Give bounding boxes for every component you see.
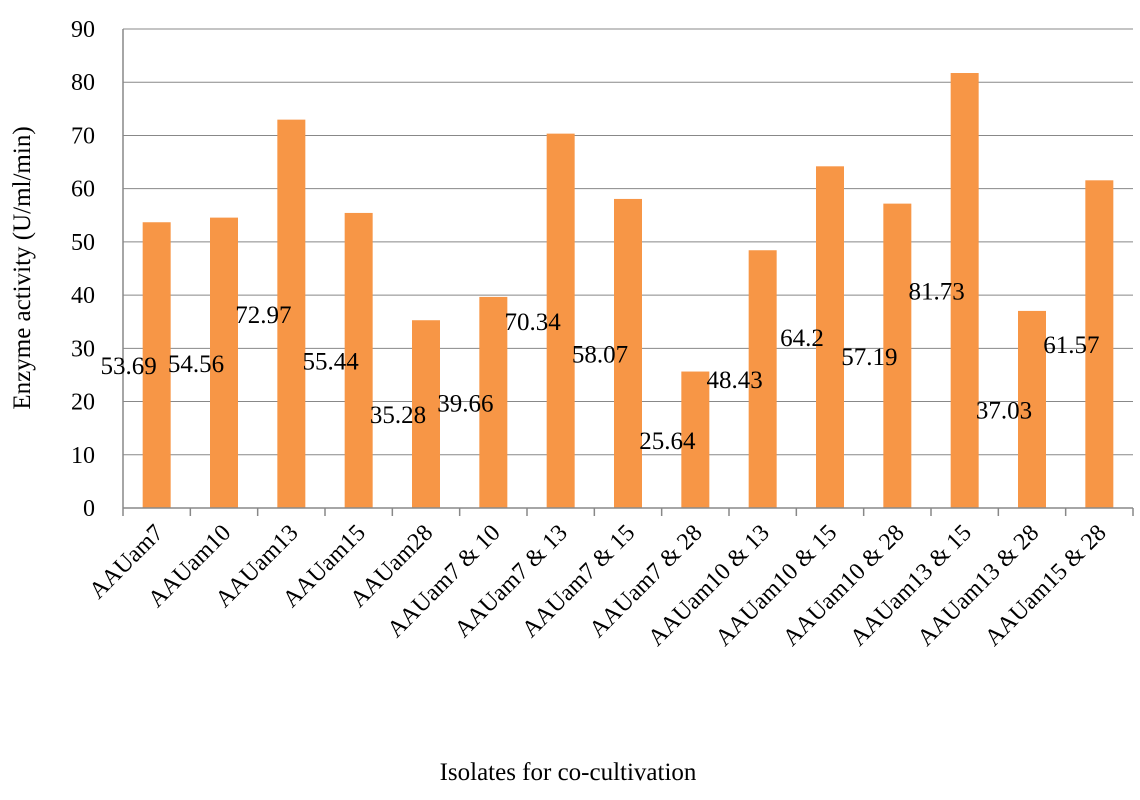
y-tick-label: 30 <box>71 336 95 362</box>
bar <box>277 119 306 508</box>
bar <box>1018 310 1046 508</box>
x-tick-label: AAUam10 & 15 <box>711 520 843 652</box>
data-label: 54.56 <box>168 351 224 378</box>
data-label: 61.57 <box>1043 332 1099 359</box>
y-tick-label: 90 <box>71 17 95 43</box>
bar <box>344 212 373 508</box>
y-tick-label: 60 <box>71 177 95 203</box>
data-label: 55.44 <box>303 348 360 375</box>
bar <box>546 133 575 508</box>
bar <box>479 296 508 508</box>
x-tick-label: AAUam13 & 15 <box>845 520 977 652</box>
y-tick-label: 40 <box>71 283 95 309</box>
data-label: 37.03 <box>976 397 1032 424</box>
data-label: 81.73 <box>909 279 965 306</box>
data-label: 58.07 <box>572 341 628 368</box>
bars <box>142 73 1114 509</box>
data-label: 64.2 <box>780 325 824 352</box>
data-label: 72.97 <box>235 302 291 329</box>
data-label: 53.69 <box>101 353 157 380</box>
bar <box>1085 180 1114 508</box>
y-tick-label: 20 <box>71 390 95 416</box>
data-label: 25.64 <box>639 428 696 455</box>
bar <box>883 203 912 508</box>
data-label: 57.19 <box>841 344 897 371</box>
data-label: 35.28 <box>370 402 426 429</box>
y-tick-label: 10 <box>71 443 95 469</box>
data-label: 39.66 <box>437 390 493 417</box>
y-tick-label: 70 <box>71 123 95 149</box>
data-label: 70.34 <box>505 309 562 336</box>
bar <box>210 217 238 508</box>
bar <box>614 198 642 509</box>
bar <box>142 222 171 509</box>
y-tick-label: 80 <box>71 70 95 96</box>
x-tick-label: AAUam10 & 28 <box>778 520 910 652</box>
bar <box>950 73 979 509</box>
x-axis-title: Isolates for co-cultivation <box>440 759 697 786</box>
axes: 0 10 20 30 40 50 60 70 80 90 <box>71 17 1134 522</box>
x-tick-label: AAUam10 & 13 <box>643 520 775 652</box>
y-axis-title: Enzyme activity (U/ml/min) <box>9 126 36 409</box>
bar <box>681 371 710 508</box>
y-tick-label: 0 <box>83 496 95 522</box>
y-tick-label: 50 <box>71 230 95 256</box>
bar <box>748 250 777 508</box>
x-tick-label: AAUam15 & 28 <box>980 520 1112 652</box>
data-label: 48.43 <box>707 367 763 394</box>
x-tick-label: AAUam13 & 28 <box>913 520 1045 652</box>
bar <box>816 166 844 508</box>
bar <box>412 320 440 508</box>
